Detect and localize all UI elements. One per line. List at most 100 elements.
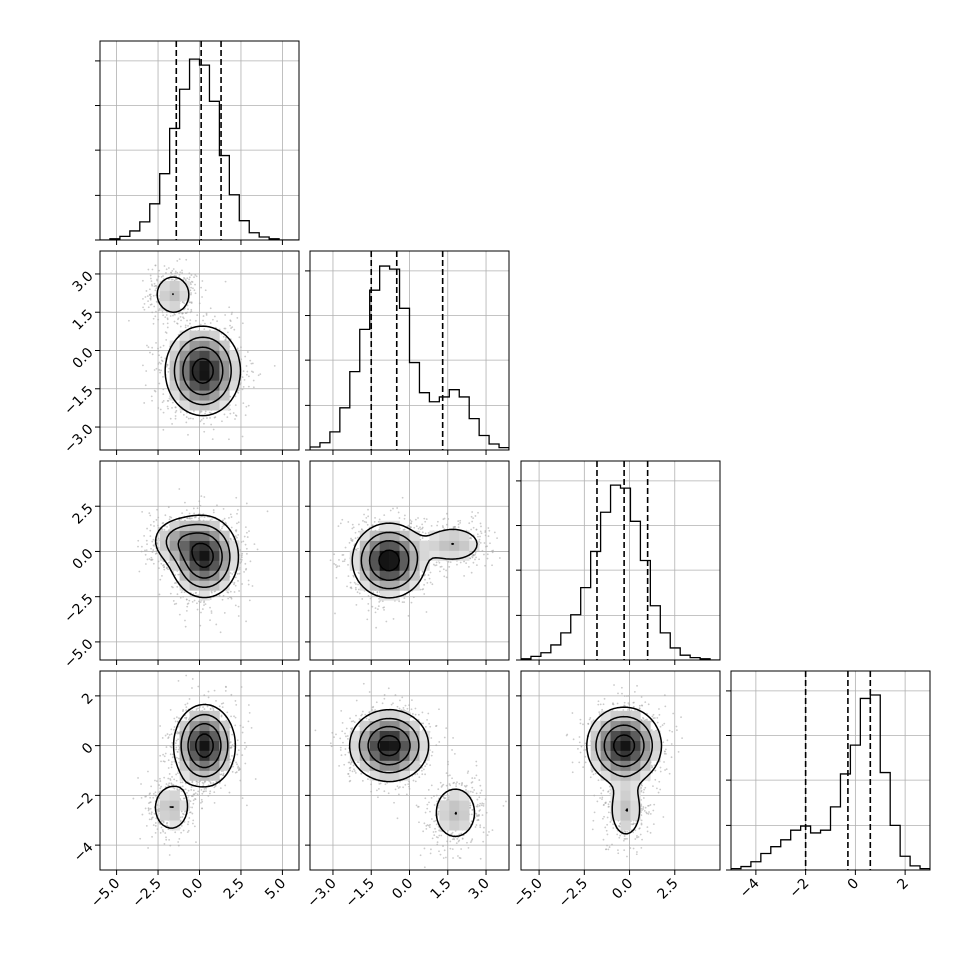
density-cell <box>209 350 220 361</box>
sample-point <box>350 537 352 540</box>
density-cell <box>199 540 210 551</box>
sample-point <box>346 585 348 588</box>
sample-point <box>138 570 141 573</box>
sample-point <box>184 324 187 327</box>
sample-point <box>159 371 161 374</box>
sample-point <box>210 612 213 614</box>
sample-point <box>166 311 168 314</box>
sample-point <box>467 565 470 568</box>
sample-point <box>152 317 155 320</box>
sample-point <box>358 530 360 533</box>
sample-point <box>496 537 498 540</box>
sample-point <box>229 596 231 599</box>
sample-point <box>194 516 196 519</box>
sample-point <box>185 421 188 424</box>
sample-point <box>185 416 188 418</box>
sample-point <box>382 606 385 609</box>
histogram-panel-p1 <box>305 250 510 455</box>
sample-point <box>376 591 379 593</box>
density-cell <box>189 340 200 351</box>
density-cell <box>229 380 240 391</box>
sample-point <box>212 509 215 511</box>
sample-point <box>161 311 164 314</box>
sample-point <box>167 370 170 373</box>
sample-point <box>351 523 354 526</box>
y-tick-label: −3.0 <box>61 421 96 456</box>
sample-point <box>171 423 173 425</box>
density-cell <box>229 540 240 551</box>
sample-point <box>234 604 237 607</box>
sample-point <box>192 417 194 420</box>
sample-point <box>201 608 204 610</box>
sample-point <box>174 417 177 420</box>
sample-point <box>151 268 154 271</box>
sample-point <box>148 512 151 515</box>
sample-point <box>229 324 231 327</box>
sample-point <box>251 362 254 365</box>
sample-point <box>149 293 152 296</box>
sample-point <box>237 605 240 608</box>
sample-point <box>173 274 176 277</box>
density-cell <box>219 370 230 381</box>
sample-point <box>189 322 191 325</box>
density-cell <box>189 370 200 381</box>
sample-point <box>150 277 152 280</box>
sample-point <box>221 420 223 423</box>
sample-point <box>236 348 239 351</box>
density-cell <box>209 520 220 531</box>
sample-point <box>475 564 478 566</box>
sample-point <box>162 322 165 325</box>
sample-point <box>198 517 200 520</box>
sample-point <box>151 540 154 543</box>
sample-point <box>173 603 176 606</box>
sample-point <box>179 411 182 413</box>
sample-point <box>452 526 455 528</box>
sample-point <box>226 331 229 334</box>
sample-point <box>363 513 365 516</box>
sample-point <box>229 513 232 516</box>
sample-point <box>182 317 185 320</box>
density-cell <box>219 340 230 351</box>
histogram-panel-p3: −4 −2 0 2 <box>726 670 931 901</box>
sample-point <box>166 317 169 320</box>
sample-point <box>149 524 152 526</box>
sample-point <box>157 362 160 365</box>
density-cell <box>159 280 170 292</box>
density-cell <box>169 300 180 311</box>
sample-point <box>153 305 156 308</box>
sample-point <box>212 428 215 431</box>
sample-point <box>419 528 422 531</box>
sample-point <box>184 619 186 622</box>
sample-point <box>231 573 234 575</box>
density-cell <box>169 560 180 571</box>
sample-point <box>167 506 170 509</box>
density-cell <box>199 330 210 341</box>
sample-point <box>371 605 374 608</box>
sample-point <box>385 620 388 623</box>
sample-point <box>210 610 213 613</box>
sample-point <box>186 277 189 280</box>
sample-point <box>204 410 207 413</box>
sample-point <box>470 515 473 518</box>
sample-point <box>149 297 152 300</box>
sample-point <box>366 618 369 621</box>
panel-plot-area <box>100 251 299 450</box>
sample-point <box>333 553 336 556</box>
sample-point <box>149 514 152 517</box>
sample-point <box>219 529 222 532</box>
sample-point <box>152 544 155 547</box>
sample-point <box>144 553 147 556</box>
sample-point <box>240 346 242 349</box>
sample-point <box>202 417 205 420</box>
sample-point <box>158 354 160 357</box>
sample-point <box>188 599 191 602</box>
sample-point <box>457 526 460 529</box>
sample-point <box>197 594 200 597</box>
sample-point <box>471 511 474 513</box>
density-cell <box>229 370 240 381</box>
sample-point <box>145 539 148 542</box>
sample-point <box>184 326 187 329</box>
sample-point <box>167 407 169 410</box>
density-cell <box>219 360 230 371</box>
x-tick-label: 2 <box>894 876 912 894</box>
